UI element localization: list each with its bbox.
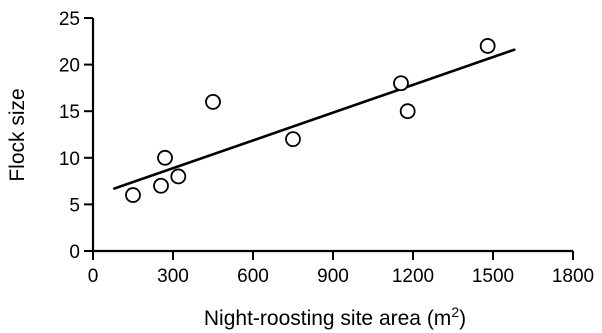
x-tick-label: 300 bbox=[157, 266, 189, 287]
x-tick-label: 600 bbox=[237, 266, 269, 287]
y-tick-label: 0 bbox=[69, 242, 80, 263]
data-point bbox=[479, 38, 496, 54]
y-tick-label: 15 bbox=[59, 102, 80, 123]
x-tick-label: 900 bbox=[317, 266, 349, 287]
data-points bbox=[125, 38, 496, 203]
data-point bbox=[205, 93, 221, 110]
x-tick-label: 1800 bbox=[552, 266, 594, 287]
x-tick-label: 0 bbox=[88, 266, 99, 287]
data-point bbox=[285, 131, 301, 148]
x-tick-label: 1500 bbox=[472, 266, 514, 287]
y-tick-label: 25 bbox=[59, 9, 80, 30]
trend-line-group bbox=[113, 48, 516, 190]
y-tick-label: 20 bbox=[59, 56, 80, 77]
x-axis-label: Night-roosting site area (m2) bbox=[204, 304, 466, 330]
x-ticks: 0 300 600 900 1200 1500 1800 bbox=[88, 251, 594, 287]
data-point bbox=[125, 187, 141, 203]
data-point bbox=[170, 168, 187, 185]
y-ticks: 0 5 10 15 20 25 bbox=[59, 9, 93, 263]
data-point bbox=[393, 75, 409, 92]
x-tick-label: 1200 bbox=[392, 266, 434, 287]
data-point bbox=[153, 177, 169, 194]
y-axis-label: Flock size bbox=[6, 88, 29, 181]
y-tick-label: 5 bbox=[69, 195, 80, 216]
data-point bbox=[157, 149, 173, 166]
y-tick-label: 10 bbox=[59, 149, 80, 170]
data-point bbox=[399, 103, 416, 120]
trend-line bbox=[113, 48, 516, 190]
